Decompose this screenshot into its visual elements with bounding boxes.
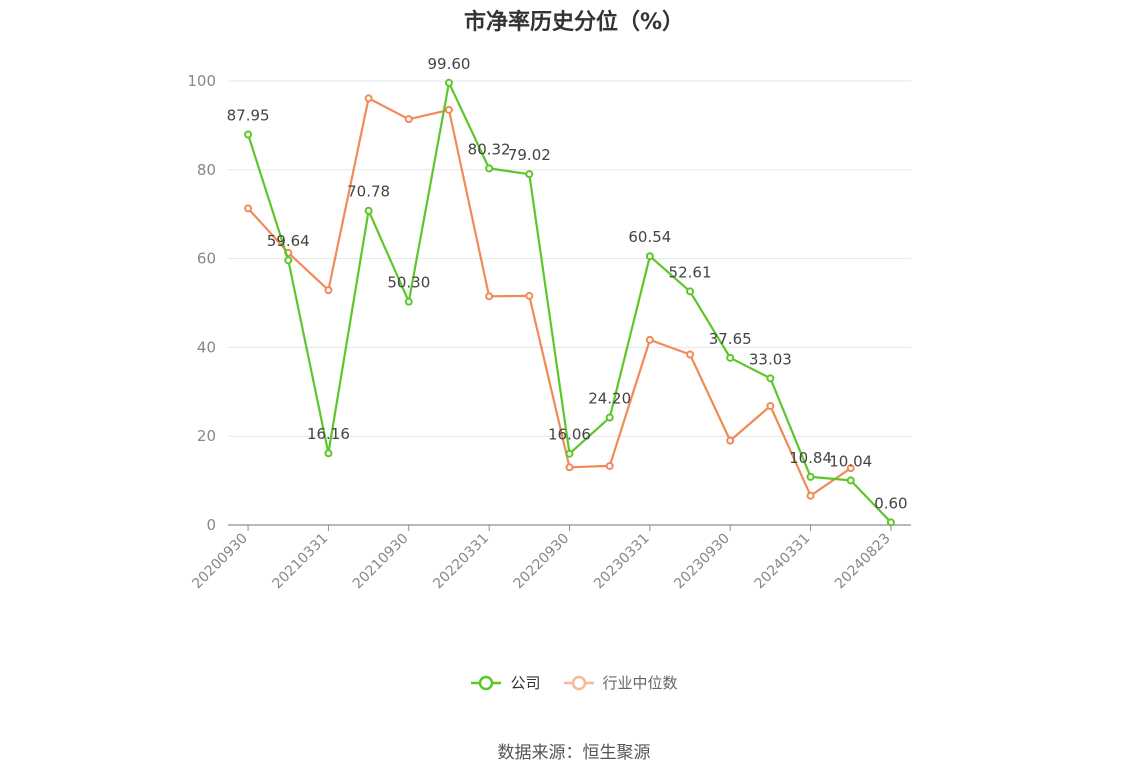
data-label: 80.32 [468,140,511,158]
data-point [485,164,494,173]
legend-item[interactable]: 公司 [470,672,541,693]
chart-title: 市净率历史分位（%） [463,10,685,35]
data-point [244,204,253,213]
data-point [846,464,855,473]
x-tick-label: 20200930 [189,531,251,593]
data-point [686,350,695,359]
data-point [726,353,735,362]
x-tick-label: 20240823 [832,531,894,593]
data-source-note: 数据来源：恒生聚源 [497,743,651,763]
data-point [605,413,614,422]
data-label: 10.84 [789,449,832,467]
data-label: 50.30 [387,274,430,292]
x-tick-label: 20230930 [671,531,733,593]
legend-label: 公司 [510,674,541,692]
data-point [324,286,333,295]
data-label: 87.95 [227,107,270,125]
x-tick-label: 20220331 [430,531,492,593]
y-tick-label: 80 [197,161,216,179]
data-point [645,252,654,261]
data-point [645,335,654,344]
y-tick-label: 20 [197,427,216,445]
y-tick-label: 60 [197,250,216,268]
data-point [846,476,855,485]
data-label: 70.78 [347,183,390,201]
data-point [364,206,373,215]
x-tick-label: 20210930 [350,531,412,593]
data-point [806,472,815,481]
data-point [766,374,775,383]
data-point [766,402,775,411]
data-point [444,78,453,87]
data-point [525,291,534,300]
data-point [364,94,373,103]
y-tick-label: 40 [197,338,216,356]
y-tick-label: 0 [206,516,216,534]
x-tick-label: 20220930 [511,531,573,593]
x-tick-label: 20240331 [752,531,814,593]
legend: 公司 行业中位数 [0,672,1148,693]
data-point [485,292,494,301]
data-point [404,115,413,124]
data-point [444,105,453,114]
legend-swatch [563,675,594,690]
y-tick-label: 100 [187,72,216,90]
data-point [525,170,534,179]
data-label: 37.65 [709,330,752,348]
data-label: 52.61 [669,263,712,281]
data-label: 10.04 [829,452,872,470]
data-point [565,463,574,472]
data-point [605,461,614,470]
data-point [886,518,895,527]
data-label: 0.60 [874,494,907,512]
data-label: 79.02 [508,146,551,164]
data-label: 24.20 [588,390,631,408]
data-point [806,491,815,500]
legend-label: 行业中位数 [602,674,678,692]
series-line [247,97,852,497]
data-point [324,449,333,458]
data-label: 33.03 [749,350,792,368]
data-label: 16.16 [307,425,350,443]
data-point [404,297,413,306]
legend-swatch [471,675,502,690]
x-tick-label: 20210331 [270,531,332,593]
data-label: 16.06 [548,426,591,444]
data-label: 59.64 [267,232,310,250]
line-chart: 0 20 40 60 80 100 20200930 20210331 20210930 2022… [187,55,911,593]
legend-item[interactable]: 行业中位数 [563,672,678,693]
data-point [284,256,293,265]
data-point [726,436,735,445]
data-label: 99.60 [427,55,470,73]
data-point [244,130,253,139]
data-point [565,449,574,458]
data-point [686,287,695,296]
data-label: 60.54 [628,228,671,246]
x-tick-label: 20230331 [591,531,653,593]
